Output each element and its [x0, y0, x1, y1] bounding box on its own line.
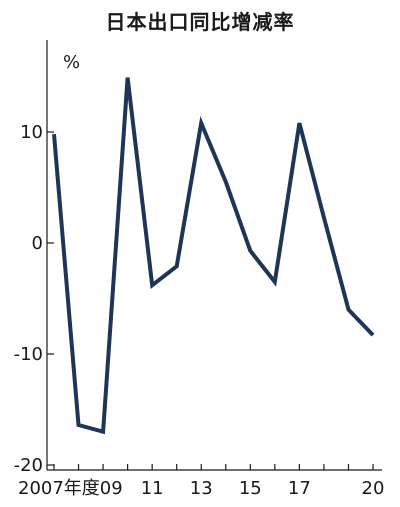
y-tick-label: -20 [14, 455, 43, 476]
x-tick-label: 17 [288, 478, 311, 499]
x-tick-label: 2007年度09 [18, 478, 123, 499]
x-tick-label: 13 [190, 478, 213, 499]
series-marks [52, 77, 375, 435]
x-tick-label: 20 [362, 478, 385, 499]
y-tick-label: -10 [14, 344, 43, 365]
y-tick-label: 10 [20, 122, 43, 143]
series-line [52, 77, 375, 435]
x-tick-label: 11 [141, 478, 164, 499]
x-tick-label: 15 [239, 478, 262, 499]
y-tick-label: 0 [32, 233, 43, 254]
y-unit-label: % [63, 52, 80, 73]
chart-title: 日本出口同比增减率 [105, 10, 295, 34]
